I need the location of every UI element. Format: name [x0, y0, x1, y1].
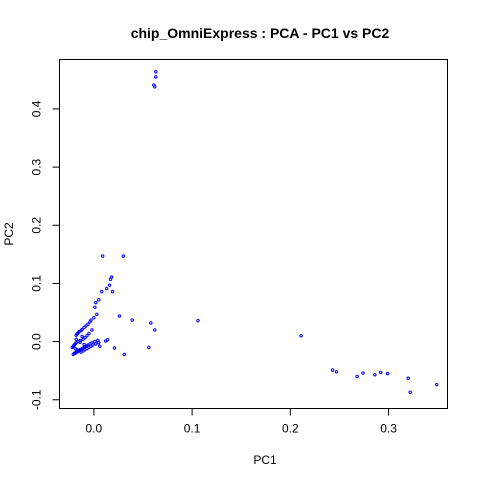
y-tick-label: 0.1 — [30, 275, 44, 292]
data-point — [434, 382, 439, 387]
data-point — [408, 390, 412, 394]
data-point — [86, 322, 90, 326]
data-point — [406, 376, 410, 380]
data-point — [93, 305, 97, 309]
y-tick-label: 0.3 — [30, 158, 44, 175]
data-point — [81, 337, 85, 341]
data-point — [84, 324, 88, 328]
x-tick-label: 0.3 — [380, 422, 397, 436]
y-tick-label: -0.1 — [30, 389, 44, 410]
data-point — [299, 334, 303, 338]
data-point — [74, 337, 78, 341]
plot-frame — [59, 59, 448, 409]
x-axis-label: PC1 — [253, 453, 277, 467]
data-point — [98, 344, 102, 348]
data-point — [78, 340, 82, 344]
data-point — [379, 370, 383, 375]
data-point — [355, 374, 359, 379]
data-point — [82, 325, 86, 330]
data-point — [100, 289, 104, 294]
data-point — [101, 254, 105, 258]
y-tick-label: 0.2 — [30, 217, 44, 234]
data-point — [88, 320, 92, 324]
data-point — [83, 335, 87, 340]
data-point — [196, 318, 200, 323]
data-point — [92, 316, 96, 320]
data-point — [147, 345, 151, 350]
data-point — [154, 70, 158, 74]
data-point — [153, 328, 157, 332]
data-point — [110, 289, 115, 294]
data-point — [121, 254, 126, 258]
data-point — [122, 352, 127, 357]
data-point — [82, 342, 86, 347]
x-tick-label: 0.1 — [184, 422, 201, 436]
data-point — [95, 312, 99, 316]
data-point — [130, 318, 134, 322]
data-point — [112, 346, 117, 350]
y-axis: -0.1 0.0 0.1 0.2 0.3 0.4 — [30, 100, 60, 410]
data-point — [85, 334, 89, 338]
data-point — [70, 345, 74, 350]
data-point — [87, 331, 91, 336]
data-point — [330, 368, 335, 372]
data-point — [104, 286, 109, 291]
data-point — [103, 339, 108, 343]
data-point — [108, 277, 113, 282]
data-point — [80, 334, 84, 339]
data-point — [334, 370, 339, 374]
y-tick-label: 0.0 — [30, 333, 44, 350]
data-point — [93, 339, 97, 344]
data-point — [94, 300, 98, 305]
data-point — [361, 371, 365, 375]
y-axis-label: PC2 — [2, 222, 16, 246]
data-point — [154, 75, 158, 79]
data-point — [97, 298, 101, 302]
x-tick-label: 0.2 — [282, 422, 299, 436]
data-point — [96, 338, 100, 343]
data-point — [149, 321, 153, 325]
data-point — [74, 333, 78, 337]
data-point — [373, 373, 377, 377]
x-tick-label: 0.0 — [86, 422, 103, 436]
x-axis: 0.0 0.1 0.2 0.3 — [86, 408, 397, 436]
y-tick-label: 0.4 — [30, 100, 44, 117]
data-point — [385, 371, 390, 376]
data-points — [70, 70, 439, 394]
data-point — [107, 283, 112, 287]
data-point — [153, 85, 157, 89]
data-point — [85, 344, 89, 348]
chart-title: chip_OmniExpress : PCA - PC1 vs PC2 — [131, 25, 390, 41]
data-point — [117, 314, 122, 318]
data-point — [90, 341, 94, 345]
data-point — [90, 328, 94, 332]
